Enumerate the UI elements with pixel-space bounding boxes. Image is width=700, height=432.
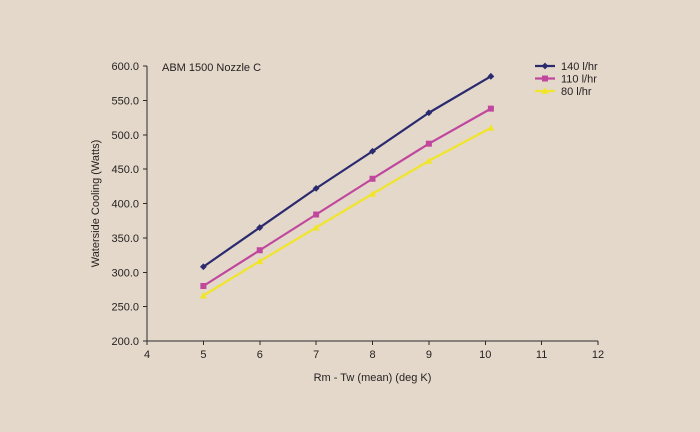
data-point	[487, 105, 494, 112]
data-point	[487, 72, 495, 80]
series-line	[202, 75, 492, 268]
series-1	[200, 105, 494, 289]
y-tick-label: 550.0	[111, 95, 139, 107]
data-point	[368, 190, 377, 197]
data-point	[312, 184, 320, 192]
data-point	[313, 211, 320, 218]
data-point	[200, 283, 207, 289]
data-point	[369, 175, 376, 182]
y-tick-label: 300.0	[111, 267, 139, 279]
data-point	[256, 247, 263, 254]
series-group	[199, 72, 495, 299]
data-point	[487, 124, 495, 131]
legend-marker	[542, 75, 548, 82]
x-axis-title: Rm - Tw (mean) (deg K)	[314, 372, 432, 384]
data-point	[425, 109, 433, 117]
series-2	[199, 124, 495, 299]
x-tick-label: 9	[426, 349, 432, 361]
data-point	[312, 223, 320, 231]
chart-title: ABM 1500 Nozzle C	[162, 62, 261, 74]
x-tick-label: 11	[536, 349, 547, 361]
y-tick-label: 200.0	[111, 336, 139, 348]
axes	[146, 66, 598, 342]
series-0	[199, 72, 495, 271]
legend-label: 80 l/hr	[561, 86, 592, 98]
legend-item: 110 l/hr	[535, 74, 597, 86]
y-tick-label: 250.0	[111, 302, 139, 314]
x-ticks: 4 5 6 7 8 9 10 11 12	[144, 341, 604, 361]
legend-item: 140 l/hr	[535, 61, 598, 73]
data-point	[199, 292, 207, 299]
data-point	[256, 224, 264, 231]
series-line	[202, 107, 492, 287]
y-tick-label: 500.0	[111, 130, 139, 142]
x-tick-label: 12	[592, 349, 604, 361]
legend-marker	[541, 87, 549, 94]
x-tick-label: 7	[313, 349, 319, 361]
data-point	[369, 147, 376, 155]
y-tick-label: 600.0	[111, 61, 139, 73]
data-point	[256, 257, 264, 265]
series-line	[202, 126, 492, 297]
y-ticks: 200.0 250.0 300.0 350.0 400.0 450.0 500.0 550.0…	[111, 61, 147, 348]
y-tick-label: 450.0	[111, 164, 139, 176]
data-point	[199, 263, 207, 271]
x-tick-label: 10	[479, 349, 491, 361]
legend-item: 80 l/hr	[535, 86, 592, 98]
y-tick-label: 350.0	[111, 233, 139, 245]
legend-marker	[541, 62, 549, 70]
x-tick-label: 8	[369, 349, 375, 361]
legend-label: 110 l/hr	[561, 74, 597, 86]
x-tick-label: 6	[257, 349, 263, 361]
data-point	[425, 157, 433, 164]
y-axis-title: Waterside Cooling (Watts)	[90, 140, 102, 268]
legend-label: 140 l/hr	[561, 61, 598, 73]
y-tick-label: 400.0	[111, 199, 139, 211]
x-tick-label: 4	[144, 349, 150, 361]
data-point	[425, 140, 432, 147]
x-tick-label: 5	[200, 349, 206, 361]
